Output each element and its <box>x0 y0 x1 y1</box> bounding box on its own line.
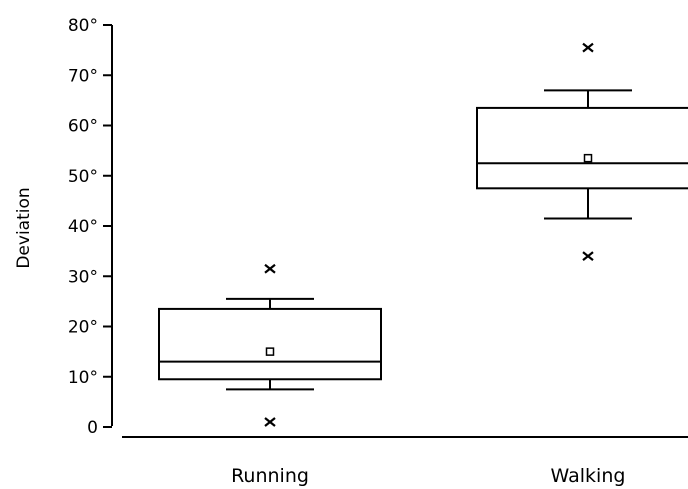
mean-marker <box>265 347 275 356</box>
y-axis-title: Deviation <box>14 187 34 268</box>
box-series <box>158 42 688 427</box>
x-category-label: Walking <box>551 465 626 487</box>
iqr-box <box>476 106 688 190</box>
box-group-running <box>158 263 382 427</box>
x-category-label: Running <box>231 465 309 487</box>
iqr-box <box>158 307 382 381</box>
mean-marker <box>583 153 593 163</box>
y-tick-label: 0 <box>87 418 98 438</box>
y-tick-label: 70° <box>68 66 98 86</box>
outlier-marker <box>582 251 594 262</box>
y-tick-label: 20° <box>68 318 98 338</box>
y-tick-label: 30° <box>68 267 98 287</box>
y-tick-label: 60° <box>68 117 98 137</box>
y-tick-label: 10° <box>68 368 98 388</box>
y-tick-label: 50° <box>68 167 98 187</box>
y-tick-label: 40° <box>68 217 98 237</box>
y-axis-ticks: 0 10° 20° 30° 40° 50° 60° 70° 80° <box>68 16 112 438</box>
box-group-walking <box>476 42 688 262</box>
outlier-marker <box>264 263 276 274</box>
x-axis-categories: Running Walking <box>231 465 625 487</box>
outlier-marker <box>582 42 594 53</box>
outlier-marker <box>264 417 276 427</box>
y-tick-label: 80° <box>68 16 98 36</box>
